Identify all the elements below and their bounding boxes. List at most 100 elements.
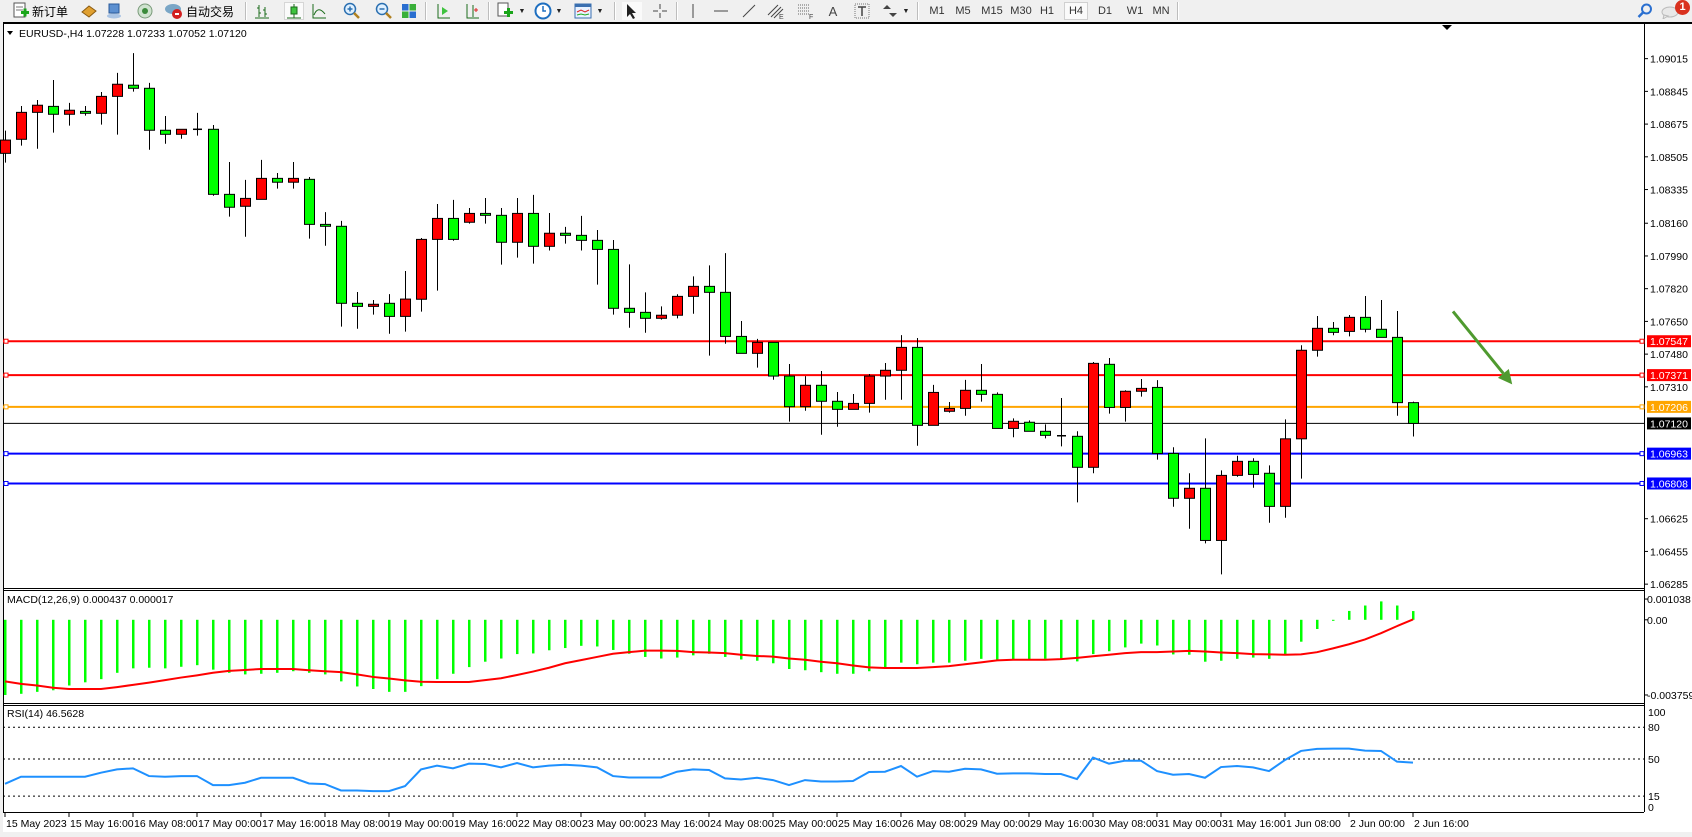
macd-histogram-bar — [356, 619, 359, 687]
candle-body — [944, 407, 955, 412]
timeframe-h4-button[interactable]: H4 — [1064, 2, 1088, 20]
chart-shift-marker-icon[interactable] — [1442, 25, 1452, 30]
periods-dropdown[interactable]: ▼ — [555, 7, 563, 15]
timeframe-w1-button[interactable]: W1 — [1126, 5, 1144, 17]
chart-shift-button[interactable] — [434, 2, 452, 20]
timeframe-d1-button[interactable]: D1 — [1097, 5, 1113, 17]
trendline-button[interactable] — [740, 2, 758, 20]
level-handle-right[interactable] — [1639, 338, 1645, 344]
notification-badge[interactable]: 1 — [1675, 0, 1690, 15]
auto-trading-icon — [164, 2, 184, 20]
level-handle-right[interactable] — [1639, 451, 1645, 457]
candle-body — [544, 232, 555, 247]
level-handle-left[interactable] — [3, 451, 9, 457]
candle-body — [16, 111, 27, 140]
level-price-tag-bg — [1647, 477, 1691, 490]
level-handle-right[interactable] — [1639, 480, 1645, 486]
arrow-line[interactable] — [1451, 310, 1505, 375]
indicators-dropdown[interactable]: ▼ — [518, 7, 526, 15]
periods-button[interactable] — [534, 2, 552, 20]
indicators-button[interactable] — [496, 2, 514, 20]
level-handle-left[interactable] — [3, 338, 9, 344]
candle-body — [160, 129, 171, 135]
separator — [425, 2, 427, 20]
candle-body — [864, 375, 875, 404]
svg-text:F: F — [809, 14, 813, 20]
macd-histogram-bar — [452, 619, 455, 674]
search-button[interactable] — [1636, 2, 1654, 20]
candle-body — [416, 238, 427, 300]
price-tick-label: 1.07480 — [1650, 349, 1688, 361]
templates-dropdown[interactable]: ▼ — [596, 7, 604, 15]
time-tick-label: 1 Jun 08:00 — [1286, 818, 1341, 830]
crosshair-button[interactable] — [651, 2, 669, 20]
separator — [917, 2, 919, 20]
timeframe-m1-button[interactable]: M1 — [929, 5, 945, 17]
horizontal-line-button[interactable] — [712, 2, 730, 20]
macd-histogram-bar — [548, 619, 551, 651]
candle-body — [1040, 430, 1051, 436]
signals-button[interactable] — [136, 2, 154, 20]
arrows-button[interactable] — [881, 2, 899, 20]
level-price-tag: 1.06963 — [1650, 449, 1688, 461]
zoom-out-button[interactable] — [375, 2, 393, 20]
level-handle-right[interactable] — [1639, 372, 1645, 378]
macd-histogram-bar — [1220, 619, 1223, 661]
horizontal-levels[interactable] — [3, 310, 1645, 486]
candlestick-button[interactable] — [284, 2, 304, 20]
timeframe-h1-button[interactable]: H1 — [1039, 5, 1055, 17]
auto-trading-button[interactable]: 自动交易 — [164, 2, 238, 20]
candle — [1024, 420, 1035, 432]
timeframe-m5-button[interactable]: M5 — [955, 5, 971, 17]
candle-body — [736, 335, 747, 354]
data-window-button[interactable] — [105, 2, 123, 20]
tile-windows-button[interactable] — [400, 2, 418, 20]
candle — [128, 53, 139, 92]
macd-label: MACD(12,26,9) 0.000437 0.000017 — [7, 594, 174, 606]
new-order-button[interactable]: 新订单 — [12, 2, 72, 20]
text-button[interactable]: A — [824, 2, 842, 20]
candle — [0, 130, 11, 163]
fibonacci-button[interactable]: F — [797, 2, 815, 20]
autoscroll-button[interactable] — [463, 2, 481, 20]
line-chart-button[interactable] — [310, 2, 328, 20]
vertical-line-button[interactable] — [684, 2, 702, 20]
candle — [864, 373, 875, 413]
macd-histogram-bar — [1332, 619, 1335, 621]
cursor-button[interactable] — [622, 2, 642, 20]
text-label-button[interactable] — [853, 2, 871, 20]
candle — [1216, 470, 1227, 575]
macd-histogram-bar — [1140, 619, 1143, 644]
level-handle-left[interactable] — [3, 480, 9, 486]
candle-body — [800, 384, 811, 408]
templates-button[interactable] — [573, 2, 593, 20]
candle — [832, 392, 843, 427]
timeframe-m15-button[interactable]: M15 — [981, 5, 1003, 17]
price-tick-label: 1.07310 — [1650, 382, 1688, 394]
timeframe-mn-button[interactable]: MN — [1152, 5, 1170, 17]
candle-body — [1248, 460, 1259, 475]
time-tick-label: 22 May 08:00 — [518, 818, 582, 830]
time-tick-label: 2 Jun 00:00 — [1350, 818, 1405, 830]
zoom-in-button[interactable] — [343, 2, 361, 20]
candle-body — [240, 197, 251, 207]
macd-histogram-bar — [1252, 619, 1255, 658]
timeframe-m30-button[interactable]: M30 — [1010, 5, 1032, 17]
candle — [1088, 362, 1099, 474]
candle — [96, 91, 107, 125]
chart-header-triangle-icon[interactable] — [7, 31, 13, 35]
arrows-dropdown[interactable]: ▼ — [902, 7, 910, 15]
channel-button[interactable]: E — [767, 2, 785, 20]
macd-histogram-bar — [740, 619, 743, 660]
history-button[interactable] — [80, 2, 98, 20]
candle — [160, 116, 171, 144]
candle — [1232, 455, 1243, 477]
level-handle-right[interactable] — [1639, 404, 1645, 410]
bar-chart-button[interactable] — [253, 2, 271, 20]
level-handle-left[interactable] — [3, 404, 9, 410]
level-handle-left[interactable] — [3, 372, 9, 378]
arrow-head-icon[interactable] — [1497, 369, 1513, 385]
macd-histogram-bar — [372, 619, 375, 689]
candle-body — [224, 193, 235, 208]
